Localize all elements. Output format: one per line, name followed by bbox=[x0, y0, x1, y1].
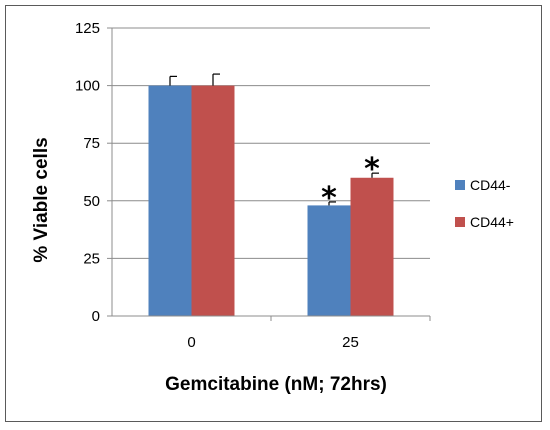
legend-item: CD44- bbox=[455, 177, 511, 193]
legend-swatch bbox=[455, 217, 465, 227]
bars bbox=[148, 85, 394, 316]
y-tick-label: 100 bbox=[75, 78, 100, 95]
x-axis-label: Gemcitabine (nM; 72hrs) bbox=[165, 374, 387, 395]
significance-marker: * bbox=[364, 152, 380, 187]
bar bbox=[191, 85, 235, 316]
y-tick-label: 50 bbox=[83, 193, 100, 210]
bar bbox=[307, 205, 351, 316]
x-tick-labels: 0 25 bbox=[187, 334, 359, 351]
y-tick-label: 25 bbox=[83, 250, 100, 267]
y-tick-label: 75 bbox=[83, 135, 100, 152]
y-axis-label: % Viable cells bbox=[31, 137, 52, 262]
axes bbox=[111, 28, 431, 321]
chart-frame bbox=[5, 5, 542, 422]
y-tick-labels: 0 25 50 75 100 125 bbox=[75, 20, 100, 325]
x-tick-label: 25 bbox=[342, 334, 359, 351]
y-tick-label: 125 bbox=[75, 20, 100, 37]
y-tick-label: 0 bbox=[92, 308, 100, 325]
bar bbox=[350, 177, 394, 316]
legend: CD44- CD44+ bbox=[455, 177, 514, 230]
x-tick-label: 0 bbox=[187, 334, 195, 351]
legend-label: CD44- bbox=[470, 177, 511, 193]
significance-marker: * bbox=[321, 181, 337, 216]
annotations: ** bbox=[321, 152, 380, 216]
legend-item: CD44+ bbox=[455, 214, 514, 230]
bar bbox=[148, 85, 192, 316]
legend-swatch bbox=[455, 180, 465, 190]
legend-label: CD44+ bbox=[470, 214, 514, 230]
error-bars bbox=[169, 73, 379, 206]
